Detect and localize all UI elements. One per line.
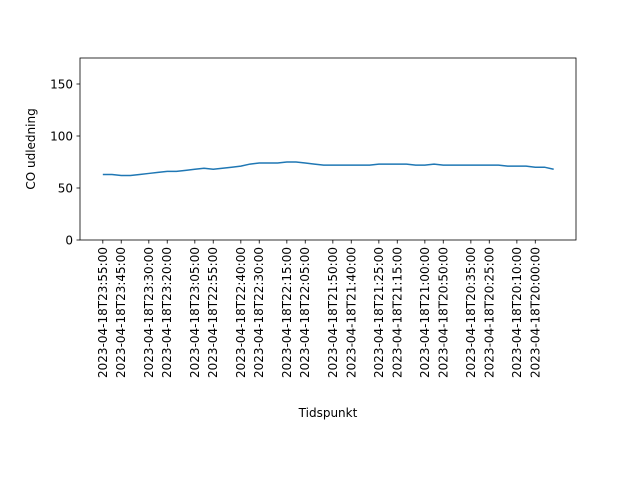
x-tick: 2023-04-18T23:05:00	[188, 240, 202, 378]
x-tick-label: 2023-04-18T21:00:00	[418, 247, 432, 378]
x-tick: 2023-04-18T22:30:00	[252, 240, 266, 378]
x-tick-label: 2023-04-18T22:30:00	[252, 247, 266, 378]
x-tick: 2023-04-18T23:55:00	[96, 240, 110, 378]
x-tick-label: 2023-04-18T23:45:00	[114, 247, 128, 378]
x-tick: 2023-04-18T23:30:00	[142, 240, 156, 378]
axes-frame	[79, 57, 577, 241]
y-tick: 50	[58, 182, 80, 196]
x-tick-label: 2023-04-18T21:50:00	[326, 247, 340, 378]
x-tick-label: 2023-04-18T20:00:00	[528, 247, 542, 378]
x-tick: 2023-04-18T23:20:00	[160, 240, 174, 378]
x-tick: 2023-04-18T22:55:00	[206, 240, 220, 378]
x-tick-label: 2023-04-18T23:20:00	[160, 247, 174, 378]
x-tick: 2023-04-18T20:00:00	[528, 240, 542, 378]
x-tick: 2023-04-18T22:05:00	[298, 240, 312, 378]
x-tick: 2023-04-18T20:35:00	[464, 240, 478, 378]
x-tick: 2023-04-18T20:25:00	[482, 240, 496, 378]
x-tick: 2023-04-18T21:00:00	[418, 240, 432, 378]
series-line	[102, 161, 554, 177]
x-tick-label: 2023-04-18T20:25:00	[482, 247, 496, 378]
x-tick-label: 2023-04-18T23:55:00	[96, 247, 110, 378]
x-tick-label: 2023-04-18T23:30:00	[142, 247, 156, 378]
y-tick: 100	[50, 130, 80, 144]
x-tick-label: 2023-04-18T22:15:00	[280, 247, 294, 378]
x-tick-label: 2023-04-18T20:10:00	[510, 247, 524, 378]
y-axis: 0 50 100 150	[50, 78, 80, 248]
x-tick: 2023-04-18T21:40:00	[344, 240, 358, 378]
x-axis-label: Tidspunkt	[298, 406, 358, 420]
x-tick: 2023-04-18T21:15:00	[390, 240, 404, 378]
y-tick-label: 50	[58, 182, 73, 196]
y-tick: 150	[50, 78, 80, 92]
x-tick: 2023-04-18T22:15:00	[280, 240, 294, 378]
x-tick-label: 2023-04-18T22:40:00	[234, 247, 248, 378]
x-tick-label: 2023-04-18T22:05:00	[298, 247, 312, 378]
x-tick-label: 2023-04-18T21:15:00	[390, 247, 404, 378]
x-tick-label: 2023-04-18T20:50:00	[436, 247, 450, 378]
x-tick-label: 2023-04-18T23:05:00	[188, 247, 202, 378]
x-tick-label: 2023-04-18T22:55:00	[206, 247, 220, 378]
y-axis-label: CO udledning	[24, 108, 38, 189]
x-tick-label: 2023-04-18T21:25:00	[372, 247, 386, 378]
x-tick-label: 2023-04-18T21:40:00	[344, 247, 358, 378]
x-tick: 2023-04-18T21:50:00	[326, 240, 340, 378]
y-tick-label: 150	[50, 78, 73, 92]
x-tick: 2023-04-18T20:50:00	[436, 240, 450, 378]
x-tick: 2023-04-18T21:25:00	[372, 240, 386, 378]
y-tick: 0	[65, 234, 80, 248]
x-axis: 2023-04-18T23:55:00 2023-04-18T23:45:00 20…	[96, 240, 542, 378]
y-tick-label: 0	[65, 234, 73, 248]
x-tick: 2023-04-18T20:10:00	[510, 240, 524, 378]
y-tick-label: 100	[50, 130, 73, 144]
x-tick-label: 2023-04-18T20:35:00	[464, 247, 478, 378]
x-tick: 2023-04-18T23:45:00	[114, 240, 128, 378]
x-tick: 2023-04-18T22:40:00	[234, 240, 248, 378]
